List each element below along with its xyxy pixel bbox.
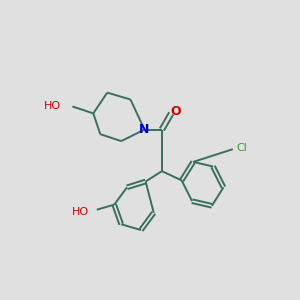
Text: N: N — [139, 123, 150, 136]
Text: HO: HO — [71, 207, 89, 217]
Text: O: O — [170, 105, 181, 118]
Text: Cl: Cl — [236, 143, 247, 153]
Text: HO: HO — [44, 101, 61, 112]
